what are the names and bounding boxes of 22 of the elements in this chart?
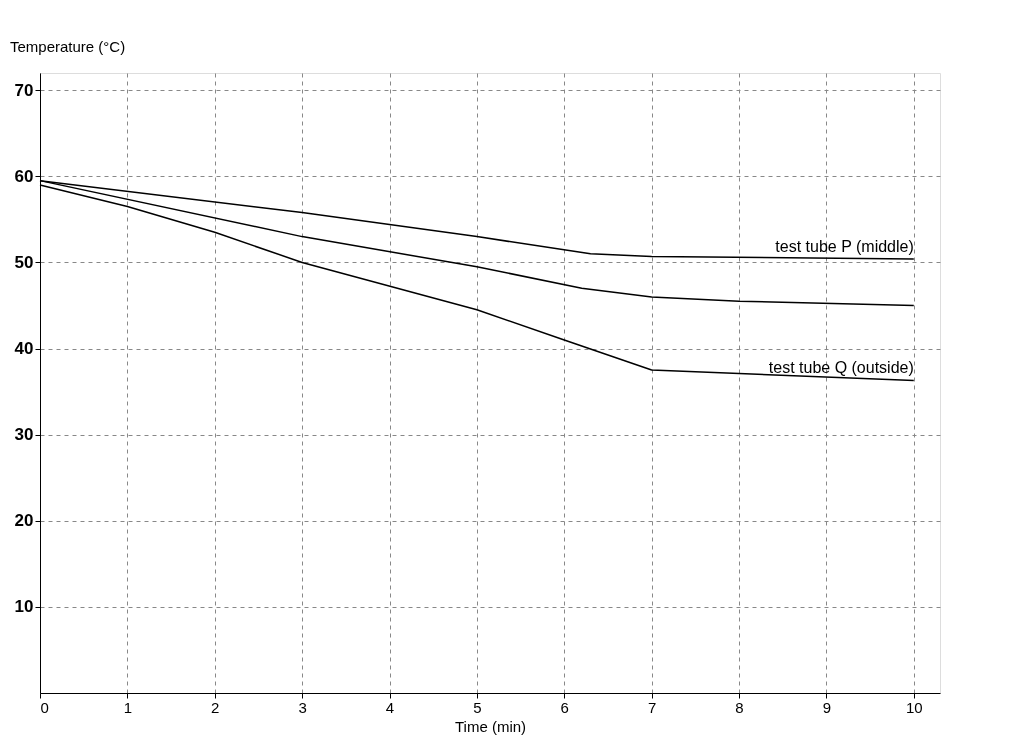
x-tick-label: 1 (123, 698, 133, 716)
series-label: test tube Q (outside) (768, 359, 914, 377)
x-tick-label: 6 (560, 698, 569, 716)
x-tick-label: 5 (473, 698, 482, 716)
y-tick-label: 50 (14, 252, 34, 272)
x-axis-title: Time (min) (454, 717, 527, 735)
x-tick-label: 9 (822, 698, 832, 716)
x-tick-label: 4 (385, 698, 395, 716)
y-tick-label: 20 (14, 511, 34, 531)
y-tick-label: 60 (14, 166, 34, 186)
y-tick-label: 30 (14, 425, 34, 445)
y-axis-title: Temperature (°C) (10, 38, 126, 55)
x-tick-label: 2 (211, 698, 220, 716)
y-tick-label: 40 (14, 339, 34, 359)
y-tick-label: 10 (14, 597, 34, 617)
x-tick-label: 3 (298, 698, 307, 716)
x-tick-label: 8 (735, 698, 744, 716)
y-tick-label: 70 (14, 80, 34, 100)
series-label: test tube P (middle) (775, 238, 914, 255)
x-tick-label: 0 (40, 698, 49, 716)
x-tick-label: 7 (647, 698, 657, 716)
x-tick-label: 10 (905, 698, 923, 716)
